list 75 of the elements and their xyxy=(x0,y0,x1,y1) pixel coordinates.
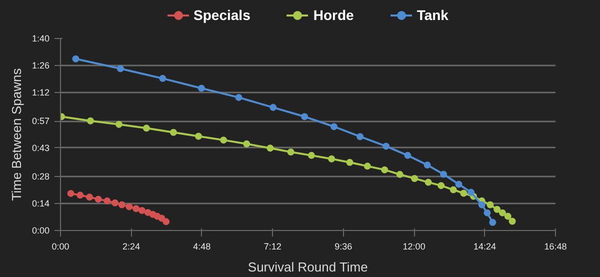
point xyxy=(450,186,457,194)
point xyxy=(86,194,93,201)
point xyxy=(142,124,150,132)
y-tick-label: 1:26 xyxy=(32,60,50,70)
point xyxy=(266,144,274,152)
x-tick-label: 9:36 xyxy=(334,242,352,252)
point xyxy=(484,209,491,216)
x-tick-label: 14:24 xyxy=(474,242,496,252)
point xyxy=(346,158,354,166)
point xyxy=(94,196,102,203)
point xyxy=(328,155,336,162)
point xyxy=(126,203,133,210)
point xyxy=(116,65,124,72)
y-tick-label: 0:28 xyxy=(32,172,50,182)
x-tick-label: 12:00 xyxy=(402,242,426,252)
y-tick-label: 1:12 xyxy=(32,87,50,98)
point xyxy=(138,207,146,214)
point xyxy=(104,197,111,204)
point xyxy=(381,166,388,174)
point xyxy=(438,182,445,190)
point xyxy=(356,133,364,140)
point xyxy=(330,123,338,130)
y-tick-label: 0:57 xyxy=(32,116,50,126)
legend-label: Specials xyxy=(194,7,250,23)
y-tick-label: 0:43 xyxy=(32,142,50,153)
point xyxy=(162,218,170,226)
x-tick-label: 0:00 xyxy=(52,242,70,252)
point xyxy=(112,199,119,206)
point xyxy=(170,128,177,136)
x-tick-label: 2:24 xyxy=(122,242,140,252)
y-tick-label: 0:00 xyxy=(32,226,50,236)
x-axis-title: Survival Round Time xyxy=(248,260,368,274)
legend-label: Tank xyxy=(416,7,448,23)
point xyxy=(86,117,94,124)
point xyxy=(468,188,475,196)
point xyxy=(194,132,202,140)
point xyxy=(159,74,166,82)
point xyxy=(118,201,126,208)
point xyxy=(396,170,404,178)
point xyxy=(72,55,80,62)
point xyxy=(404,152,412,159)
point xyxy=(243,140,250,148)
point xyxy=(301,113,308,120)
point xyxy=(504,212,512,220)
point xyxy=(308,152,315,159)
point xyxy=(489,218,496,226)
point xyxy=(67,190,74,197)
point xyxy=(486,201,494,208)
point xyxy=(115,120,122,128)
point xyxy=(424,178,432,186)
point xyxy=(460,190,468,197)
point xyxy=(478,201,486,208)
point xyxy=(508,218,516,225)
point xyxy=(270,104,277,111)
point xyxy=(364,162,371,170)
x-tick-label: 7:12 xyxy=(264,242,282,252)
x-tick-label: 16:48 xyxy=(544,242,567,252)
y-tick-label: 0:14 xyxy=(32,198,50,209)
point xyxy=(498,209,506,216)
point xyxy=(440,170,448,178)
point xyxy=(411,174,418,182)
y-tick-label: 1:40 xyxy=(32,34,50,44)
point xyxy=(287,148,294,156)
point xyxy=(220,136,228,144)
point xyxy=(494,206,501,213)
legend-label: Horde xyxy=(313,7,354,23)
y-axis-title: Time Between Spawns xyxy=(8,68,24,201)
point xyxy=(424,162,431,169)
point xyxy=(132,205,140,212)
point xyxy=(76,192,84,199)
point xyxy=(382,142,390,150)
point xyxy=(235,94,242,101)
x-tick-label: 4:48 xyxy=(193,242,211,252)
point xyxy=(455,180,462,188)
point xyxy=(198,84,205,92)
